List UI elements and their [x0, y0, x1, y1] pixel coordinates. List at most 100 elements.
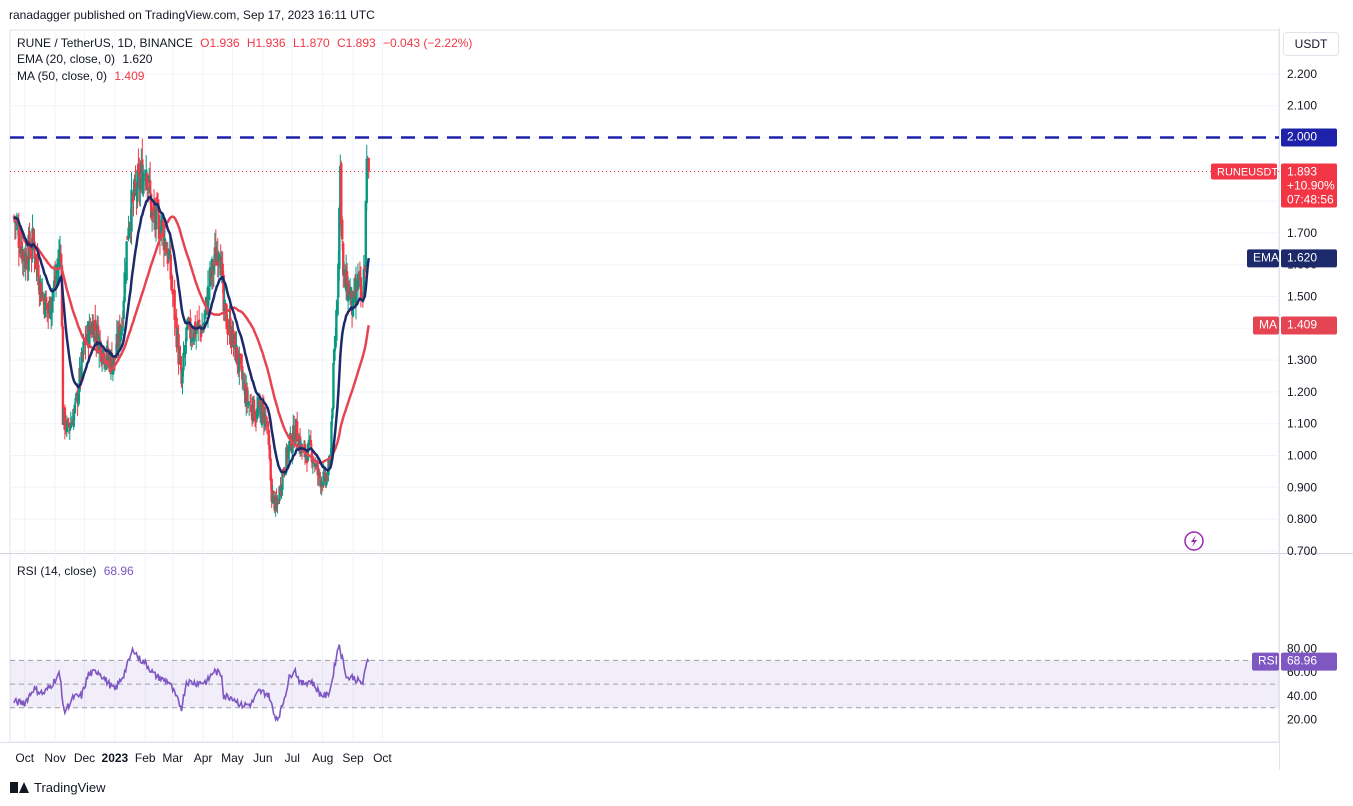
tradingview-logo[interactable]: TradingView	[10, 780, 106, 795]
price-tick-label: 2.100	[1287, 99, 1317, 113]
candle-body	[69, 422, 72, 429]
candle-body	[240, 355, 243, 365]
candle-body	[236, 347, 239, 365]
candle-body	[275, 496, 278, 507]
candle-body	[363, 265, 366, 270]
published-header: ranadagger published on TradingView.com,…	[9, 8, 375, 22]
candle-body	[293, 425, 296, 446]
candle-body	[37, 264, 40, 286]
last-price-tag-bg	[1281, 163, 1337, 208]
candle-body	[119, 331, 122, 342]
candle-body	[78, 367, 81, 392]
candle-body	[190, 338, 193, 343]
candle-body	[173, 290, 176, 321]
time-tick-label: Jul	[285, 751, 300, 765]
candle-body	[77, 392, 80, 405]
candle-body	[195, 329, 198, 335]
candle-body	[183, 351, 186, 356]
ma-legend[interactable]: MA (50, close, 0) 1.409	[17, 69, 144, 83]
candle-body	[32, 233, 35, 241]
candle-body	[284, 472, 287, 476]
rsi-value-tag: 68.96	[1281, 652, 1337, 671]
last-price-tag-text: +10.90%	[1287, 179, 1335, 193]
candle-body	[164, 242, 168, 253]
candle-body	[342, 243, 345, 276]
rsi-tick-label: 80.00	[1287, 642, 1317, 656]
time-axis[interactable]: Oct Nov Dec 2023 Feb Mar Apr May Jun Jul Aug Sep Oct	[15, 751, 392, 765]
ma-name-tag: MA	[1253, 316, 1279, 335]
lightning-icon-bolt	[1191, 535, 1197, 547]
candle-body	[263, 413, 267, 427]
candle-body	[149, 193, 153, 218]
candle-body	[197, 319, 201, 323]
candle-body	[65, 419, 69, 432]
candle-body	[152, 206, 156, 216]
candle-body	[186, 319, 189, 331]
candle-body	[82, 341, 85, 355]
lightning-icon[interactable]	[1184, 531, 1204, 551]
candle-body	[171, 288, 174, 295]
ema-name-tag-bg	[1247, 249, 1279, 268]
candle-body	[287, 447, 290, 459]
candle-body	[80, 352, 83, 378]
rsi-legend[interactable]: RSI (14, close) 68.96	[17, 564, 134, 578]
candle-body	[225, 304, 228, 329]
price-tick-label: 1.700	[1287, 226, 1317, 240]
candle-body	[242, 381, 245, 383]
candle-body	[265, 421, 268, 425]
candle-body	[264, 415, 268, 419]
candle-body	[316, 464, 319, 476]
symbol-legend[interactable]: RUNE / TetherUS, 1D, BINANCE O1.936 H1.9…	[17, 36, 472, 50]
candle-body	[255, 408, 259, 420]
symbol-name-tag-text: RUNEUSDT	[1217, 167, 1278, 179]
open-value: O1.936	[200, 36, 240, 50]
price-tick-label: 0.900	[1287, 480, 1317, 494]
candle-body	[159, 226, 163, 239]
candle-body	[333, 348, 336, 361]
candle-body	[281, 471, 284, 490]
candle-body	[227, 330, 230, 332]
candle-body	[323, 470, 326, 472]
candle-body	[326, 476, 329, 478]
candle-body	[221, 263, 224, 279]
ema-value-tag-text: 1.620	[1287, 250, 1317, 264]
candle-body	[252, 399, 256, 421]
low-value: L1.870	[292, 36, 330, 50]
candle-body	[120, 325, 123, 336]
candle-body	[290, 434, 293, 452]
candle-body	[123, 272, 126, 302]
time-tick-label: Feb	[135, 751, 156, 765]
price-tick-label: 1.100	[1287, 417, 1317, 431]
rsi-value-tag-bg	[1281, 652, 1337, 671]
candle-body	[207, 289, 211, 291]
candle-body	[73, 404, 76, 413]
ema-value-tag: 1.620	[1281, 249, 1337, 268]
candle-body	[67, 422, 71, 428]
ma-name-tag-bg	[1253, 316, 1279, 335]
candle-body	[29, 254, 32, 257]
rsi-tick-label: 20.00	[1287, 713, 1317, 727]
ema-legend[interactable]: EMA (20, close, 0) 1.620	[17, 52, 152, 66]
candle-body	[100, 362, 104, 364]
indicator-lines	[12, 195, 370, 723]
candle-body	[94, 319, 97, 331]
candle-body	[155, 196, 159, 204]
candle-body	[331, 408, 334, 419]
currency-button[interactable]: USDT	[1283, 32, 1339, 56]
candle-body	[269, 458, 272, 481]
candle-body	[272, 490, 275, 495]
candle-body	[358, 270, 362, 280]
candle-body	[185, 327, 188, 342]
candle-body	[360, 296, 364, 298]
ma-50-line	[12, 215, 370, 465]
time-tick-label: Oct	[15, 751, 34, 765]
last-price-tag-text: 07:48:56	[1287, 193, 1334, 207]
candle-body	[222, 274, 225, 312]
ema-20-line	[13, 195, 370, 474]
symbol-name-tag-bg	[1211, 163, 1277, 180]
candle-body	[41, 292, 44, 299]
candle-body	[203, 310, 207, 319]
level-tag: 2.000	[1281, 128, 1337, 147]
